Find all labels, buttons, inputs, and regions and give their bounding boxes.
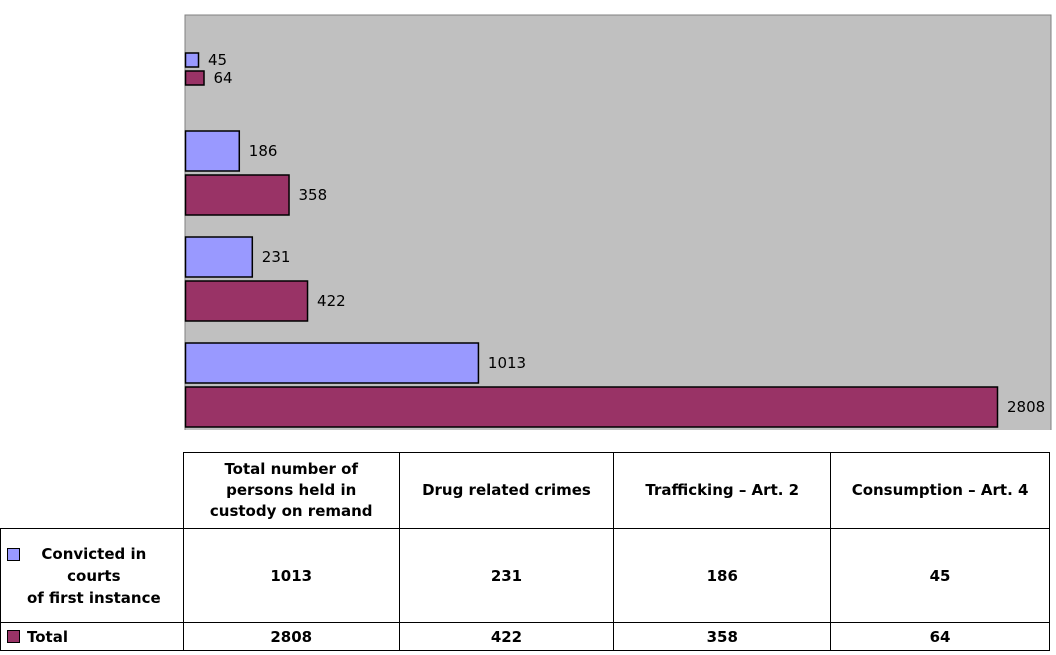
table-row: Convicted in courts of first instance 1013 2… [0, 528, 1050, 623]
table-cell: 186 [613, 528, 832, 623]
column-header: Total number of persons held in custody on… [182, 452, 400, 529]
bar-convicted-3 [184, 52, 200, 68]
data-label-convicted-0: 1013 [488, 354, 526, 372]
series-row-header: Convicted in courts of first instance [0, 528, 184, 623]
bar-total-0 [184, 386, 999, 428]
column-header-label: Total number of persons held in custody on… [209, 460, 373, 520]
data-label-convicted-1: 231 [262, 248, 291, 266]
table-cell: 358 [613, 622, 832, 651]
series-name: Convicted in courts of first instance [27, 544, 161, 607]
data-label-convicted-3: 45 [208, 51, 227, 69]
table-row: Total 2808 422 358 64 [0, 622, 1050, 651]
data-table: Total number of persons held in custody on… [0, 452, 1050, 651]
table-cell: 2808 [182, 622, 400, 651]
bar-total-3 [184, 70, 205, 86]
column-header: Drug related crimes [398, 452, 615, 529]
column-header: Consumption – Art. 4 [830, 452, 1050, 529]
bar-convicted-2 [184, 130, 241, 172]
table-cell: 45 [830, 528, 1050, 623]
data-label-total-2: 358 [299, 186, 328, 204]
legend-key-icon [7, 547, 20, 561]
table-cell: 422 [398, 622, 615, 651]
legend-key-icon [7, 630, 20, 643]
bar-total-1 [184, 280, 309, 322]
data-label-total-0: 2808 [1007, 398, 1045, 416]
table-cell: 231 [398, 528, 615, 623]
bar-total-2 [184, 174, 290, 216]
column-header-label: Trafficking – Art. 2 [645, 481, 800, 499]
column-header-label: Consumption – Art. 4 [851, 481, 1029, 499]
table-cell: 1013 [182, 528, 400, 623]
table-cell: 64 [830, 622, 1050, 651]
bar-convicted-0 [184, 342, 480, 384]
data-label-total-3: 64 [214, 69, 233, 87]
data-label-total-1: 422 [317, 292, 346, 310]
column-header: Trafficking – Art. 2 [613, 452, 832, 529]
bar-convicted-1 [184, 236, 254, 278]
series-name: Total [27, 627, 68, 646]
data-label-convicted-2: 186 [249, 142, 278, 160]
table-corner [1, 453, 184, 529]
series-row-header: Total [0, 622, 184, 651]
column-header-label: Drug related crimes [422, 481, 591, 499]
